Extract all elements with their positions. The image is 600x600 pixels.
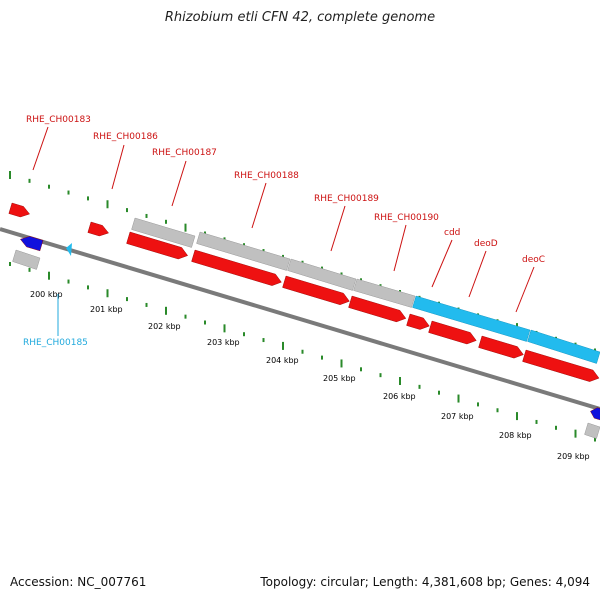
- gene-span: [287, 258, 357, 291]
- rna-gene-band: [527, 329, 600, 364]
- reverse-gene-arrow: [590, 407, 600, 421]
- forward-gene-arrow: [191, 249, 282, 286]
- leader-line: [431, 239, 453, 288]
- forward-gene-arrow: [282, 275, 350, 305]
- leader-line: [251, 182, 267, 229]
- map-title: Rhizobium etli CFN 42, complete genome: [164, 10, 436, 25]
- leader-line: [330, 205, 346, 252]
- forward-gene-arrow: [126, 231, 188, 260]
- forward-gene-arrow: [8, 202, 30, 218]
- gene-label: deoD: [474, 239, 498, 249]
- gene-label: RHE_CH00183: [26, 115, 91, 125]
- gene-span: [196, 231, 291, 271]
- inner-tick-track: [9, 262, 596, 442]
- forward-gene-arrow: [348, 295, 407, 323]
- forward-gene-arrow: [406, 313, 430, 330]
- rna-gene-band: [412, 295, 531, 342]
- scale-label: 200 kbp: [30, 290, 63, 299]
- forward-gene-arrow: [478, 335, 524, 359]
- gene-span: [131, 217, 196, 248]
- leader-line: [468, 250, 487, 298]
- gene-label: deoC: [522, 255, 545, 265]
- genome-stats-text: Topology: circular; Length: 4,381,608 bp…: [260, 575, 590, 589]
- gene-span: [12, 249, 41, 270]
- scale-label: 204 kbp: [266, 356, 299, 365]
- scale-label: 207 kbp: [441, 412, 474, 421]
- leader-line: [32, 126, 49, 171]
- scale-label: 202 kbp: [148, 322, 181, 331]
- gene-label: cdd: [444, 228, 460, 238]
- scale-label: 201 kbp: [90, 305, 123, 314]
- scale-label: 208 kbp: [499, 431, 532, 440]
- forward-gene-arrow: [522, 349, 600, 382]
- scale-label: 205 kbp: [323, 374, 356, 383]
- scale-label: 206 kbp: [383, 392, 416, 401]
- leader-line: [515, 266, 535, 313]
- scale-label: 203 kbp: [207, 338, 240, 347]
- gene-label: RHE_CH00190: [374, 213, 439, 223]
- scale-label: 209 kbp: [557, 452, 590, 461]
- forward-gene-arrow: [428, 320, 477, 345]
- rna-gene-marker: [66, 243, 72, 256]
- gene-label: RHE_CH00188: [234, 171, 299, 181]
- accession-text: Accession: NC_007761: [10, 575, 147, 589]
- leader-line: [393, 224, 407, 272]
- gene-label: RHE_CH00187: [152, 148, 217, 158]
- leader-line: [111, 144, 125, 190]
- gene-label: RHE_CH00186: [93, 132, 158, 142]
- reverse-gene-arrow: [20, 236, 44, 252]
- gene-span: [353, 278, 416, 308]
- gene-label: RHE_CH00185: [23, 338, 88, 348]
- backbone-line: [0, 227, 600, 411]
- gene-label: RHE_CH00189: [314, 194, 379, 204]
- forward-gene-arrow: [87, 221, 109, 237]
- gene-span: [584, 422, 600, 439]
- leader-line: [171, 160, 187, 207]
